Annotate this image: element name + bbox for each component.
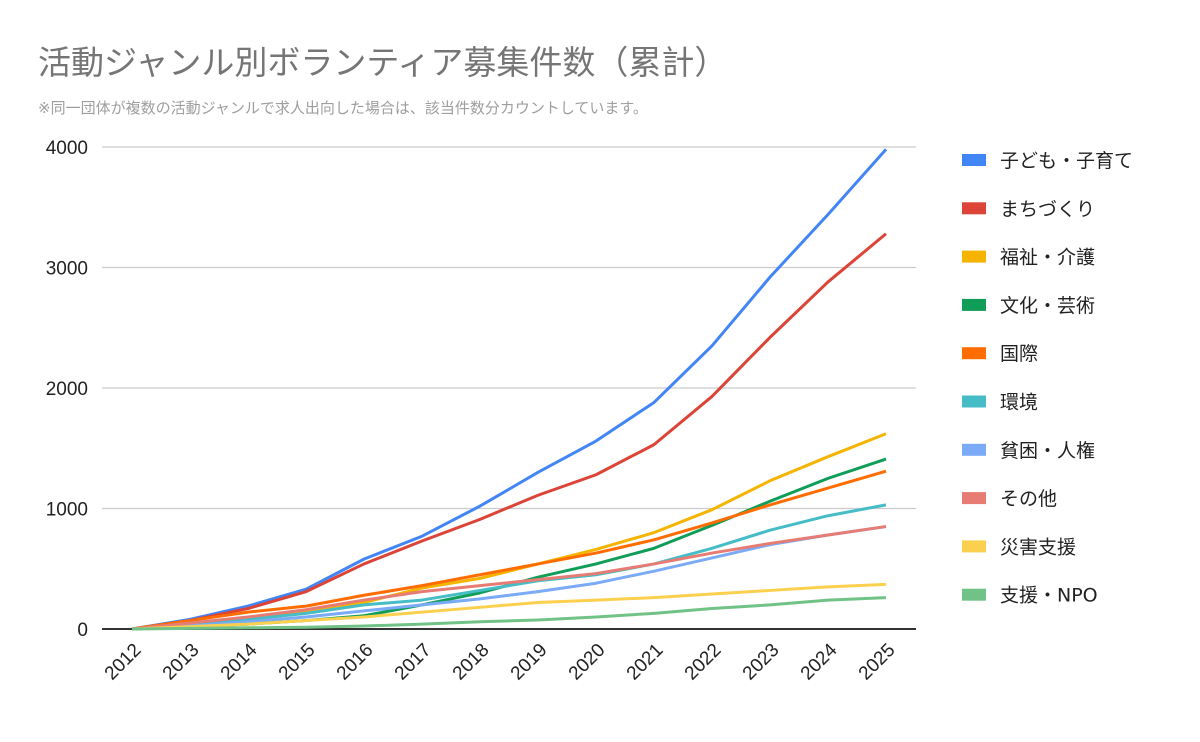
x-tick-label: 2022 — [681, 640, 726, 685]
legend-label: 国際 — [1000, 343, 1038, 365]
x-tick-label: 2024 — [797, 639, 842, 684]
legend-swatch — [962, 540, 986, 553]
series-line — [131, 148, 888, 631]
legend-swatch — [962, 250, 986, 263]
y-tick-label: 2000 — [46, 379, 88, 400]
chart-subtitle: ※同一団体が複数の活動ジャンルで求人出向した場合は、該当件数分カウントしています… — [38, 99, 648, 117]
legend-swatch — [962, 588, 986, 601]
x-tick-label: 2014 — [217, 639, 262, 684]
legend-swatch — [962, 154, 986, 166]
legend-swatch — [962, 443, 986, 456]
legend-label: 福祉・介護 — [1000, 247, 1095, 269]
legend-swatch — [962, 202, 986, 215]
series-line — [131, 432, 887, 631]
x-tick-label: 2023 — [739, 640, 784, 685]
y-tick-label: 1000 — [46, 500, 88, 521]
x-tick-label: 2013 — [159, 640, 204, 685]
legend-label: 貧困・人権 — [1000, 440, 1095, 462]
series-line — [131, 503, 887, 631]
x-tick-label: 2025 — [855, 640, 900, 685]
y-tick-label: 3000 — [46, 259, 88, 280]
legend-swatch — [962, 395, 986, 408]
chart-title: 活動ジャンル別ボランティア募集件数（累計） — [38, 43, 728, 82]
x-tick-label: 2018 — [449, 640, 494, 685]
legend-swatch — [962, 347, 986, 360]
series-line — [131, 232, 887, 631]
legend-label: その他 — [1000, 488, 1057, 510]
legend-label: 文化・芸術 — [1000, 295, 1095, 317]
series-line — [131, 596, 887, 631]
legend-swatch — [962, 298, 986, 311]
series-line — [131, 469, 887, 631]
legend-label: まちづくり — [1000, 198, 1095, 220]
legend-label: 災害支援 — [1000, 536, 1076, 558]
series-line — [131, 525, 887, 631]
y-tick-label: 0 — [77, 620, 88, 641]
x-tick-label: 2017 — [391, 640, 436, 685]
legend-label: 環境 — [1000, 392, 1038, 414]
legend-label: 支援・NPO — [1000, 585, 1098, 607]
x-tick-label: 2012 — [101, 640, 146, 685]
x-tick-label: 2020 — [565, 640, 610, 685]
x-tick-label: 2019 — [507, 640, 552, 685]
legend-label: 子ども・子育て — [1000, 150, 1133, 172]
legend-swatch — [962, 492, 986, 505]
x-tick-label: 2021 — [623, 640, 668, 685]
series-line — [131, 582, 887, 631]
x-tick-label: 2016 — [333, 640, 378, 685]
series-line — [131, 525, 887, 631]
y-tick-label: 4000 — [46, 138, 88, 159]
x-tick-label: 2015 — [275, 640, 320, 685]
